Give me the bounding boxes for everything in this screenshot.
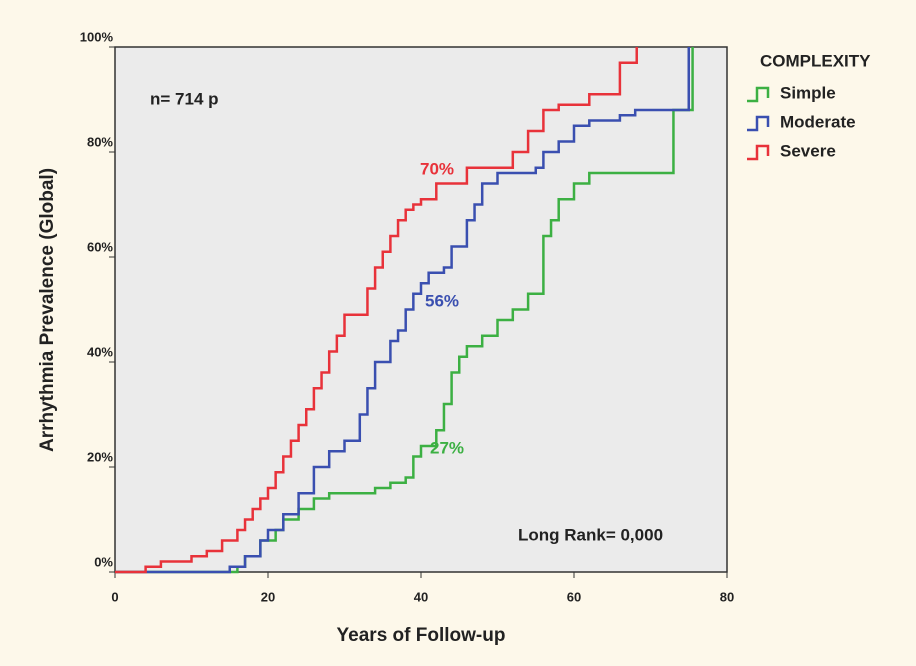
y-tick-label: 0% (94, 554, 113, 569)
x-tick-label: 40 (414, 589, 428, 604)
annotation: 70% (420, 159, 454, 178)
legend-label: Severe (780, 141, 836, 160)
annotation: 56% (425, 291, 459, 310)
legend-label: Simple (780, 83, 836, 102)
annotation: Long Rank= 0,000 (518, 525, 663, 544)
y-axis-title: Arrhythmia Prevalence (Global) (37, 168, 58, 452)
y-tick-label: 20% (87, 449, 113, 464)
step-line (115, 47, 690, 574)
y-tick-label: 60% (87, 239, 113, 254)
x-tick-label: 60 (567, 589, 581, 604)
x-axis-title: Years of Follow-up (337, 625, 506, 646)
plot-area (114, 46, 728, 573)
legend-swatch (747, 144, 770, 161)
x-tick-label: 0 (111, 589, 118, 604)
legend-label: Moderate (780, 112, 856, 131)
x-tick-label: 80 (720, 589, 734, 604)
annotation: 27% (430, 438, 464, 457)
annotation: n= 714 p (150, 89, 219, 108)
x-tick-label: 20 (261, 589, 275, 604)
legend-swatch (747, 115, 770, 132)
legend-title: COMPLEXITY (760, 51, 871, 70)
legend-swatch (747, 86, 770, 103)
y-tick-label: 80% (87, 134, 113, 149)
step-line (115, 47, 638, 574)
y-tick-label: 40% (87, 344, 113, 359)
y-tick-label: 100% (80, 29, 114, 44)
